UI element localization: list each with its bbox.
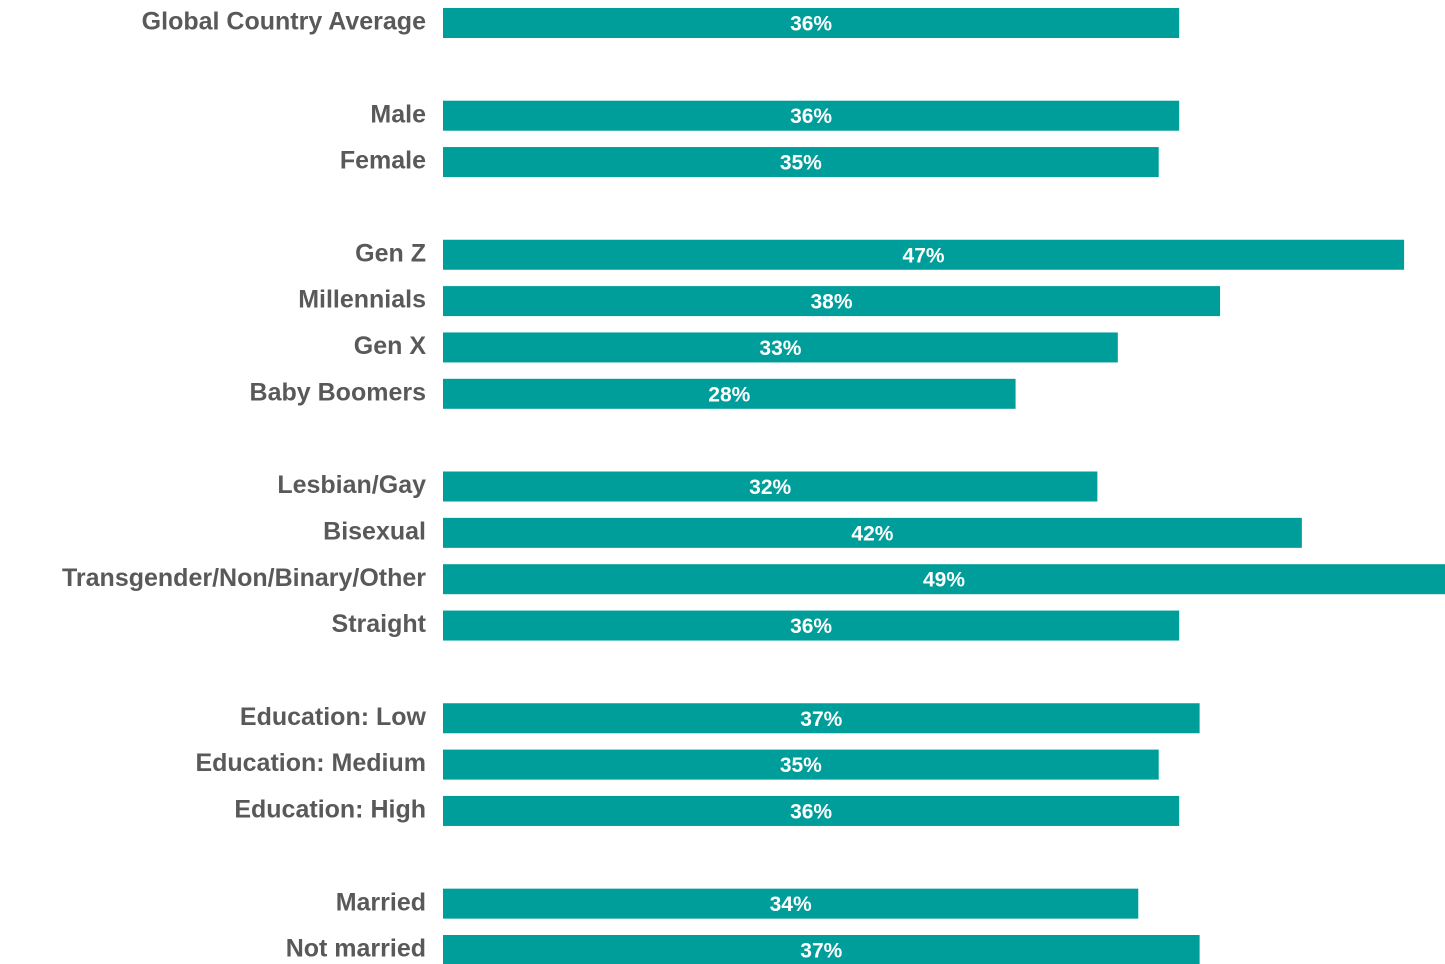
- bar: [443, 749, 1159, 780]
- bar: [443, 888, 1139, 919]
- bar: [443, 471, 1098, 502]
- value-label: 34%: [770, 893, 812, 916]
- bar: [443, 564, 1445, 595]
- value-label: 32%: [749, 476, 791, 499]
- bar: [443, 147, 1159, 178]
- value-label: 36%: [790, 105, 832, 128]
- value-label: 28%: [708, 383, 750, 406]
- bar: [443, 378, 1016, 409]
- value-label: 35%: [780, 754, 822, 777]
- category-label: Millennials: [298, 286, 426, 314]
- bar: [443, 703, 1200, 734]
- category-label: Lesbian/Gay: [277, 471, 426, 499]
- category-label: Education: Medium: [195, 749, 426, 777]
- category-label: Baby Boomers: [250, 378, 426, 406]
- category-label: Education: High: [234, 796, 426, 824]
- value-label: 36%: [790, 615, 832, 638]
- bar: [443, 517, 1302, 548]
- value-label: 47%: [903, 244, 945, 267]
- value-label: 37%: [800, 940, 842, 963]
- bar: [443, 935, 1200, 964]
- value-label: 49%: [923, 569, 965, 592]
- value-label: 36%: [790, 13, 832, 36]
- value-label: 36%: [790, 800, 832, 823]
- category-label: Transgender/Non/Binary/Other: [62, 564, 426, 592]
- bar: [443, 286, 1221, 317]
- bar: [443, 610, 1180, 641]
- category-label: Straight: [332, 610, 427, 638]
- bar: [443, 332, 1118, 363]
- category-label: Gen Z: [355, 239, 426, 267]
- category-label: Not married: [286, 935, 426, 963]
- category-label: Global Country Average: [142, 8, 426, 36]
- value-label: 37%: [800, 708, 842, 731]
- bar: [443, 100, 1180, 131]
- value-label: 33%: [759, 337, 801, 360]
- value-label: 38%: [811, 291, 853, 314]
- category-label: Education: Low: [240, 703, 427, 731]
- category-label: Male: [370, 100, 426, 128]
- value-label: 42%: [851, 522, 893, 545]
- category-label: Female: [340, 147, 426, 175]
- bar: [443, 8, 1180, 38]
- bar: [443, 239, 1405, 270]
- category-label: Gen X: [354, 332, 427, 360]
- bar: [443, 795, 1180, 826]
- category-label: Married: [336, 888, 426, 916]
- category-label: Bisexual: [323, 517, 426, 545]
- value-label: 35%: [780, 152, 822, 175]
